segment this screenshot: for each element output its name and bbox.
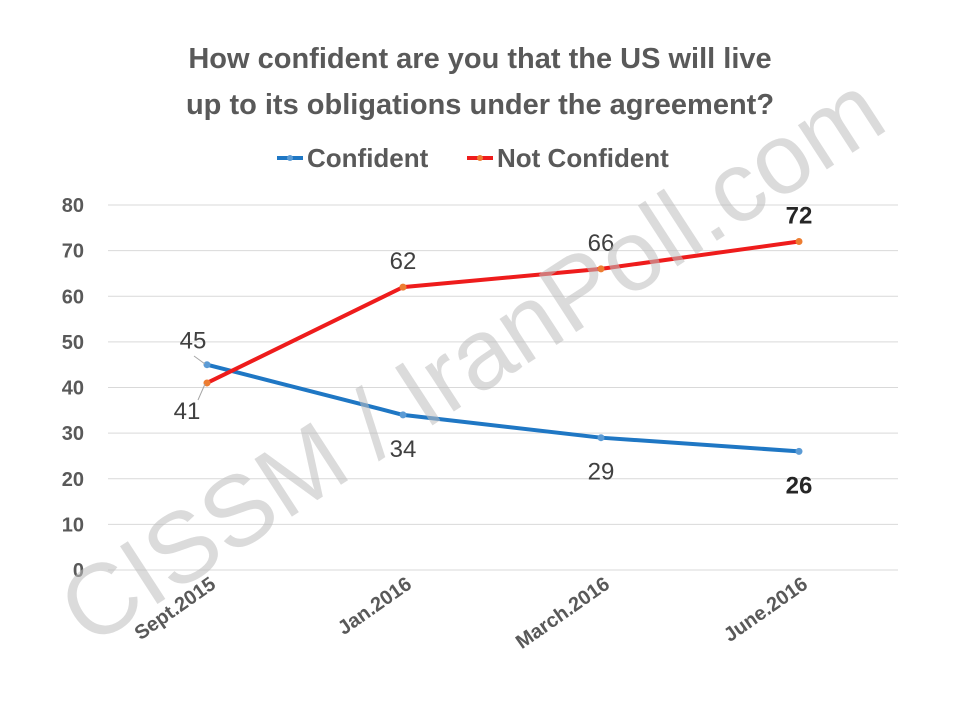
data-point xyxy=(399,283,407,291)
chart-title-line-2: up to its obligations under the agreemen… xyxy=(186,89,774,121)
gridlines xyxy=(108,204,898,571)
data-point xyxy=(203,361,211,369)
data-point xyxy=(795,238,803,245)
data-label: 29 xyxy=(588,459,615,486)
legend-marker-confident xyxy=(287,155,293,161)
watermark: CISSM / IranPoll.com xyxy=(40,52,903,667)
data-label: 45 xyxy=(180,328,207,355)
legend-marker-not-confident xyxy=(477,155,483,161)
legend-label-confident: Confident xyxy=(307,143,429,173)
y-tick-label: 70 xyxy=(62,241,84,263)
series-layer xyxy=(203,238,803,455)
legend: Confident Not Confident xyxy=(277,143,669,173)
x-tick-label: Jan.2016 xyxy=(334,573,416,639)
leader-line xyxy=(197,383,206,401)
data-label: 66 xyxy=(588,230,615,257)
data-point xyxy=(399,411,407,419)
y-tick-label: 20 xyxy=(62,469,84,491)
data-point xyxy=(203,379,211,387)
y-tick-label: 60 xyxy=(62,286,84,308)
leader-line xyxy=(193,355,206,365)
data-labels: 45 34 29 26 41 62 66 72 xyxy=(174,203,813,500)
x-tick-label: March.2016 xyxy=(512,573,614,654)
series-line-not-confident xyxy=(206,239,800,385)
x-axis: Sept.2015 Jan.2016 March.2016 June.2016 xyxy=(131,573,812,654)
x-tick-label: June.2016 xyxy=(720,573,812,647)
y-tick-label: 0 xyxy=(73,560,84,582)
data-point xyxy=(597,265,605,273)
data-label: 26 xyxy=(786,472,813,499)
y-axis: 0 10 20 30 40 50 60 70 80 xyxy=(62,195,84,582)
chart-title-line-1: How confident are you that the US will l… xyxy=(188,43,771,75)
data-label: 72 xyxy=(786,203,813,230)
data-label: 41 xyxy=(174,398,201,425)
y-tick-label: 80 xyxy=(62,195,84,217)
data-label: 62 xyxy=(390,248,417,275)
data-point xyxy=(795,447,803,455)
series-line-confident xyxy=(206,362,800,454)
y-tick-label: 10 xyxy=(62,514,84,536)
y-tick-label: 30 xyxy=(62,423,84,445)
data-point xyxy=(597,434,605,442)
y-tick-label: 50 xyxy=(62,332,84,354)
legend-label-not-confident: Not Confident xyxy=(497,143,669,173)
data-label: 34 xyxy=(390,436,417,463)
y-tick-label: 40 xyxy=(62,378,84,400)
